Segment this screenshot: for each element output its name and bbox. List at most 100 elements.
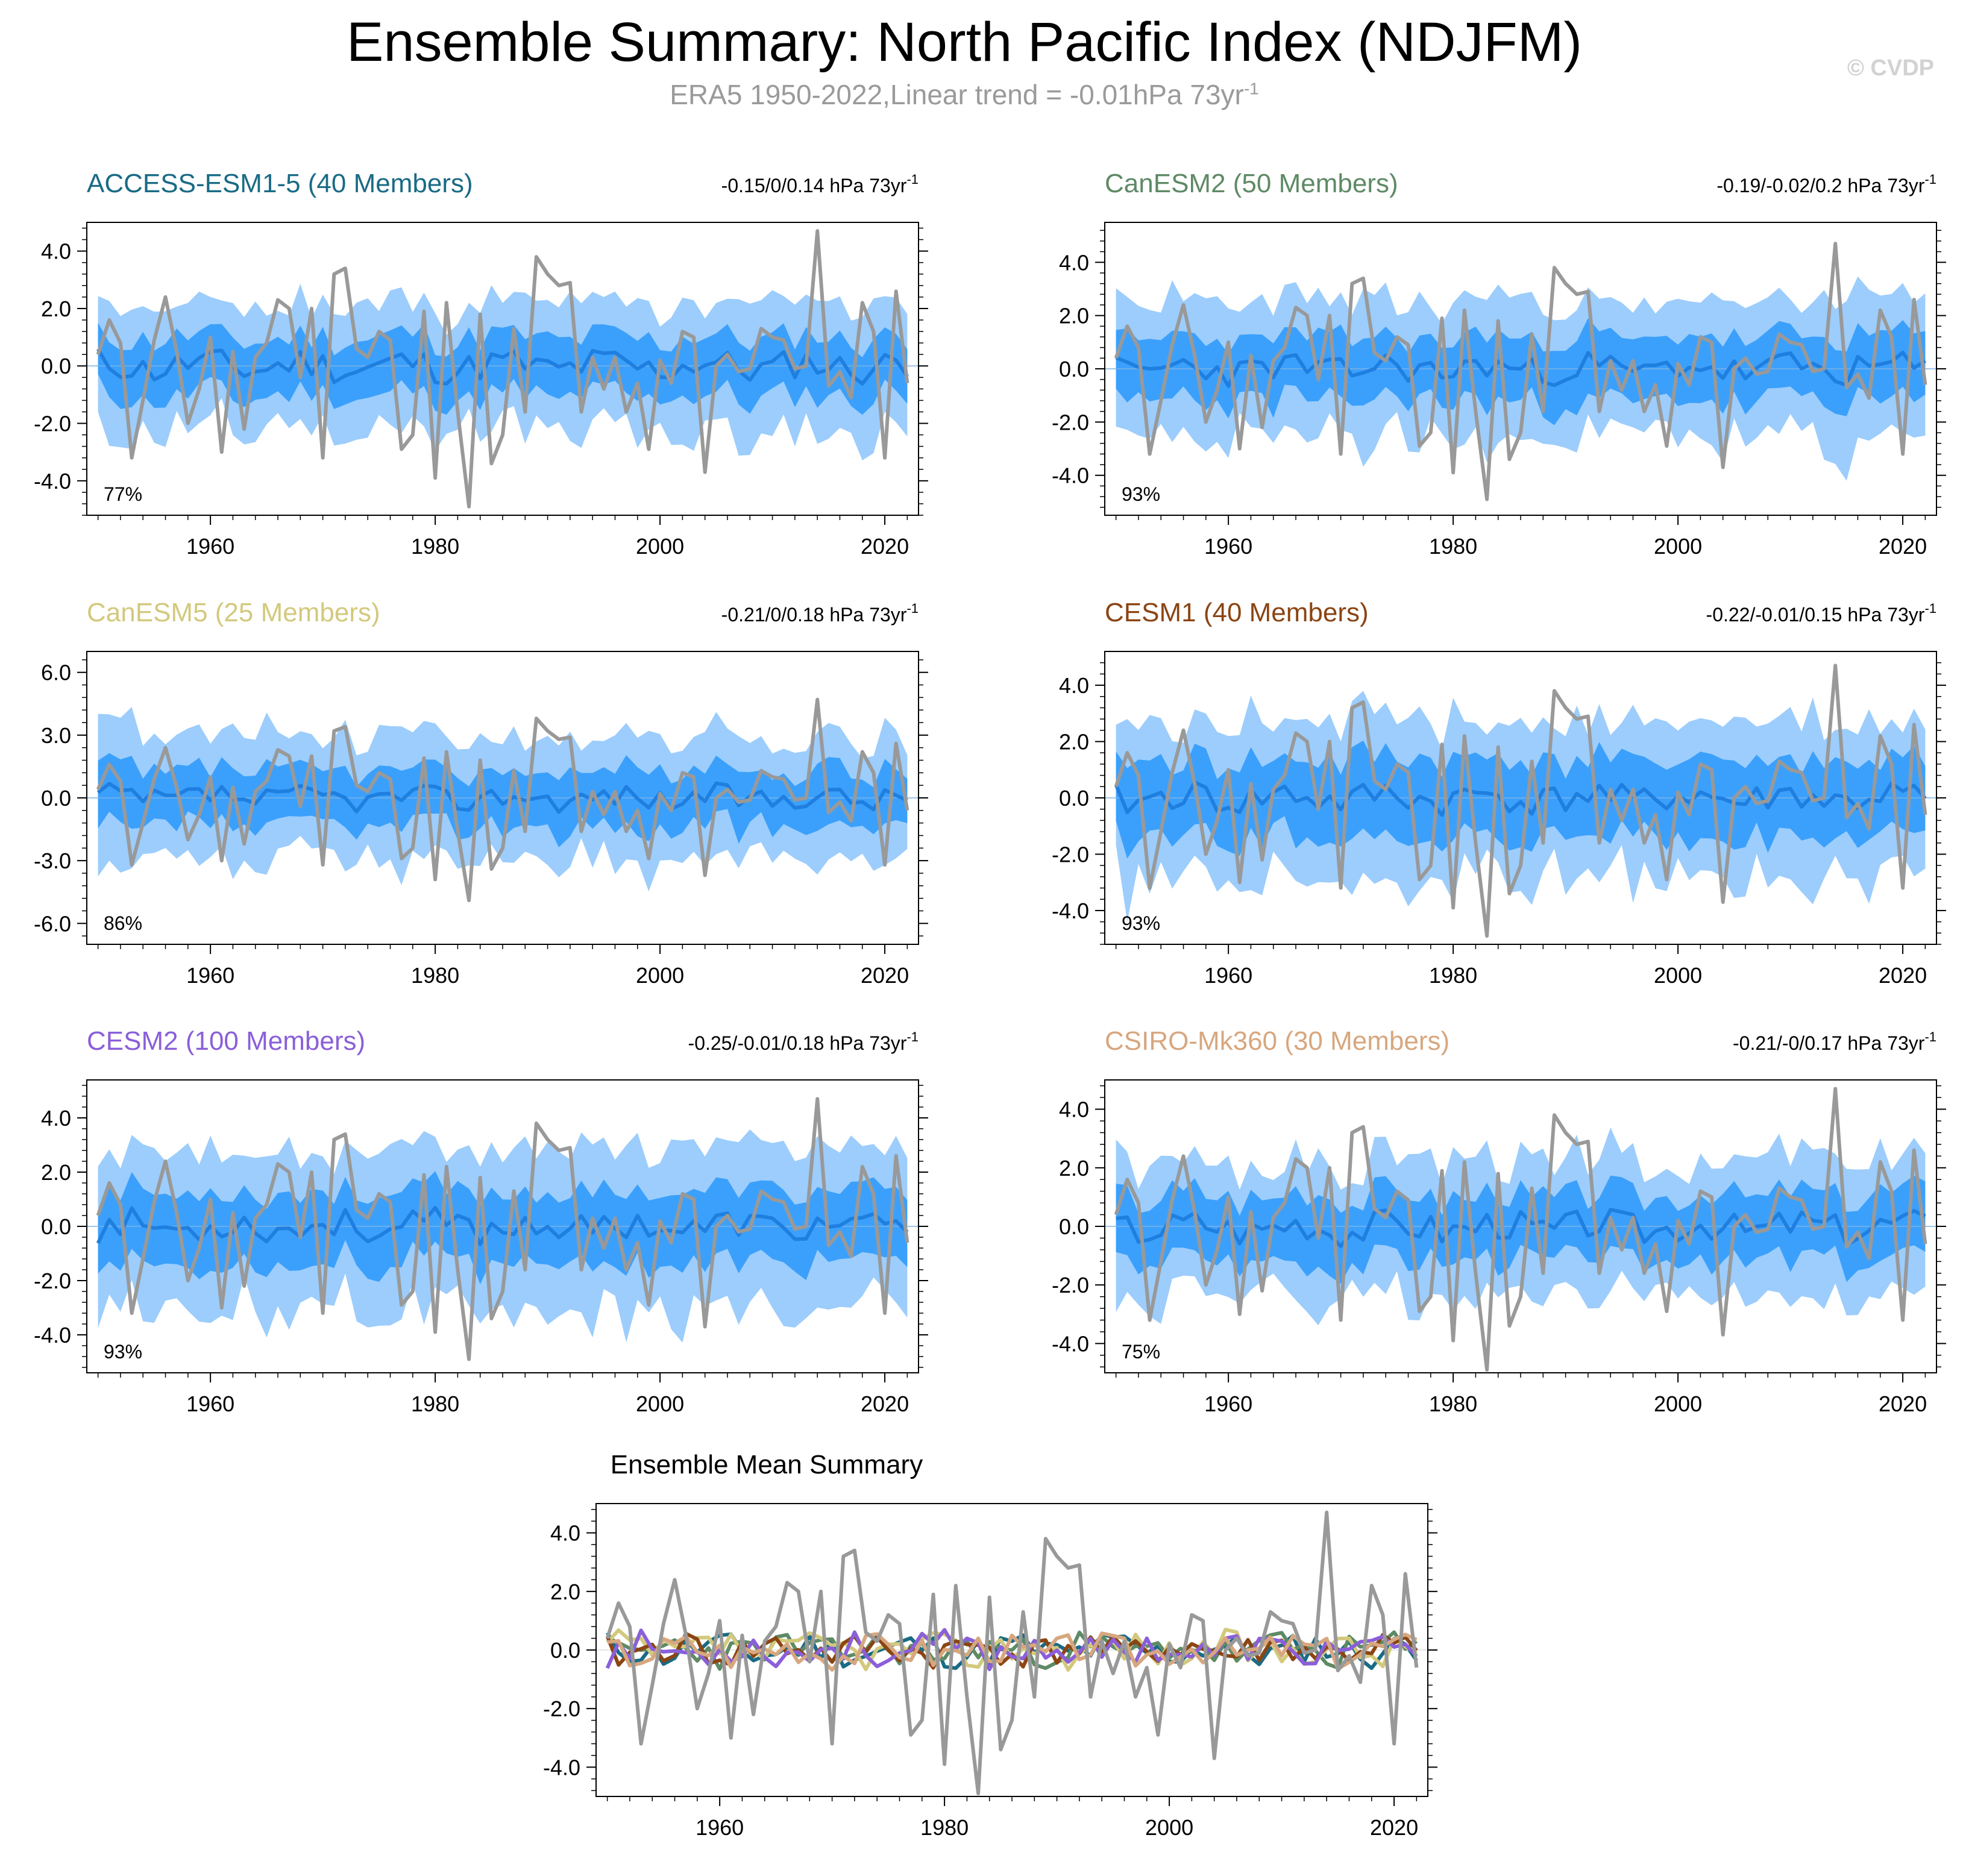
y-tick-label: -2.0 xyxy=(1052,1273,1089,1297)
x-tick-label: 1980 xyxy=(1429,963,1477,988)
y-tick-label: 0.0 xyxy=(1059,1214,1089,1239)
trend-exponent: -1 xyxy=(906,601,919,616)
y-tick-label: 0.0 xyxy=(41,1214,71,1239)
trend-text: -0.25/-0.01/0.18 hPa 73yr xyxy=(688,1032,907,1054)
x-tick-label: 2000 xyxy=(636,1391,684,1416)
observations-line xyxy=(96,697,909,903)
plot-area xyxy=(87,229,919,509)
x-tick-label: 2000 xyxy=(1145,1815,1193,1840)
y-tick-label: 3.0 xyxy=(41,723,71,748)
x-tick-label: 2000 xyxy=(1654,963,1702,988)
y-tick-label: -2.0 xyxy=(543,1696,580,1721)
y-tick-label: 6.0 xyxy=(41,660,71,685)
panel-cesm2: -4.0 -2.0 0.0 2.0 4.0 1960 1980 2000 2020 CESM2 (… xyxy=(34,1026,928,1416)
observations-line xyxy=(1114,1087,1927,1372)
inner-spread-band xyxy=(98,1171,908,1285)
trend-exponent: -1 xyxy=(906,172,919,187)
y-tick-label: -4.0 xyxy=(543,1755,580,1780)
x-tick-label: 1980 xyxy=(920,1815,969,1840)
x-tick-label: 2020 xyxy=(1879,534,1927,559)
y-tick-label: 2.0 xyxy=(1059,1156,1089,1181)
x-tick-label: 1980 xyxy=(411,534,459,559)
x-tick-label: 2020 xyxy=(861,534,909,559)
trend-exponent: -1 xyxy=(1924,172,1936,187)
trend-exponent: -1 xyxy=(906,1029,919,1044)
x-tick-label: 2000 xyxy=(636,963,684,988)
figure-subtitle: ERA5 1950-2022,Linear trend = -0.01hPa 7… xyxy=(0,78,1929,111)
trend-text: -0.21/-0/0.17 hPa 73yr xyxy=(1733,1032,1925,1054)
observations-line xyxy=(605,1510,1419,1796)
x-tick-label: 2020 xyxy=(861,1391,909,1416)
y-tick-label: 2.0 xyxy=(550,1580,580,1604)
observations-line xyxy=(1114,242,1927,501)
subtitle-exponent: -1 xyxy=(1243,79,1259,98)
y-tick-label: -2.0 xyxy=(34,1269,71,1293)
y-tick-label: 4.0 xyxy=(1059,1097,1089,1122)
mean-line-cesm2 xyxy=(605,1628,1418,1672)
x-tick-label: 1960 xyxy=(1204,534,1252,559)
y-tick-label: -4.0 xyxy=(1052,463,1089,488)
x-tick-label: 1980 xyxy=(1429,534,1477,559)
panel-title: ACCESS-ESM1-5 (40 Members) xyxy=(87,169,473,198)
panel-canesm5: -6.0 -3.0 0.0 3.0 6.0 1960 1980 2000 2020 CanESM5… xyxy=(34,598,928,988)
y-tick-label: 4.0 xyxy=(41,239,71,264)
panel-canesm2: -4.0 -2.0 0.0 2.0 4.0 1960 1980 2000 2020 CanESM2… xyxy=(1052,169,1946,559)
x-tick-label: 2020 xyxy=(1879,1391,1927,1416)
y-tick-label: 2.0 xyxy=(1059,304,1089,328)
plot-area xyxy=(1105,664,1936,938)
trend-text: -0.19/-0.02/0.2 hPa 73yr xyxy=(1716,175,1924,196)
y-tick-label: 4.0 xyxy=(41,1106,71,1131)
plot-area xyxy=(1105,242,1936,501)
y-tick-label: -2.0 xyxy=(1052,842,1089,867)
panel-title: CESM1 (40 Members) xyxy=(1105,598,1369,627)
x-tick-label: 1960 xyxy=(186,1391,234,1416)
trend-label: -0.22/-0.01/0.15 hPa 73yr-1 xyxy=(1706,601,1936,626)
y-tick-label: -3.0 xyxy=(34,849,71,873)
cvdp-watermark: © CVDP xyxy=(1847,55,1934,81)
panel-title: CSIRO-Mk360 (30 Members) xyxy=(1105,1026,1449,1056)
figure-title: Ensemble Summary: North Pacific Index (N… xyxy=(346,11,1583,73)
trend-exponent: -1 xyxy=(1924,601,1936,616)
y-tick-label: -4.0 xyxy=(34,469,71,494)
inner-spread-band xyxy=(98,322,908,415)
x-tick-label: 1960 xyxy=(696,1815,744,1840)
mean-line-canesm5 xyxy=(606,1628,1418,1672)
trend-text: -0.21/0/0.18 hPa 73yr xyxy=(721,604,907,626)
plot-area xyxy=(1105,1087,1936,1372)
x-tick-label: 1980 xyxy=(411,963,459,988)
y-tick-label: 0.0 xyxy=(550,1638,580,1663)
panel-cesm1: -4.0 -2.0 0.0 2.0 4.0 1960 1980 2000 2020 CESM1 (… xyxy=(1052,598,1946,988)
trend-label: -0.21/0/0.18 hPa 73yr-1 xyxy=(721,601,919,626)
x-tick-label: 1980 xyxy=(1429,1391,1477,1416)
x-tick-label: 1960 xyxy=(1204,963,1252,988)
observations-line xyxy=(1114,664,1927,938)
y-tick-label: -4.0 xyxy=(1052,1331,1089,1356)
x-tick-label: 2020 xyxy=(1879,963,1927,988)
percent-label: 86% xyxy=(104,912,142,934)
observations-line xyxy=(96,229,909,509)
panel-title: CanESM5 (25 Members) xyxy=(87,598,380,627)
subtitle-text: ERA5 1950-2022,Linear trend = -0.01hPa 7… xyxy=(670,79,1244,110)
inner-spread-band xyxy=(98,753,908,847)
x-tick-label: 2000 xyxy=(1654,1391,1702,1416)
plot-area xyxy=(596,1510,1428,1796)
x-tick-label: 2020 xyxy=(1370,1815,1418,1840)
trend-label: -0.21/-0/0.17 hPa 73yr-1 xyxy=(1733,1029,1936,1054)
ensemble-mean-line xyxy=(96,781,908,814)
plot-area xyxy=(87,1097,919,1361)
y-tick-label: -4.0 xyxy=(34,1323,71,1347)
x-tick-label: 1960 xyxy=(186,534,234,559)
x-tick-label: 1980 xyxy=(411,1391,459,1416)
percent-label: 75% xyxy=(1122,1341,1160,1363)
y-tick-label: 2.0 xyxy=(1059,730,1089,754)
panel-title: CanESM2 (50 Members) xyxy=(1105,169,1398,198)
percent-label: 93% xyxy=(1122,483,1160,505)
inner-spread-band xyxy=(1116,740,1926,859)
percent-label: 93% xyxy=(104,1341,142,1363)
panel-title: Ensemble Mean Summary xyxy=(611,1450,923,1479)
trend-exponent: -1 xyxy=(1924,1029,1936,1044)
trend-label: -0.19/-0.02/0.2 hPa 73yr-1 xyxy=(1716,172,1936,196)
inner-spread-band xyxy=(1116,1175,1926,1284)
panel-title: CESM2 (100 Members) xyxy=(87,1026,365,1056)
